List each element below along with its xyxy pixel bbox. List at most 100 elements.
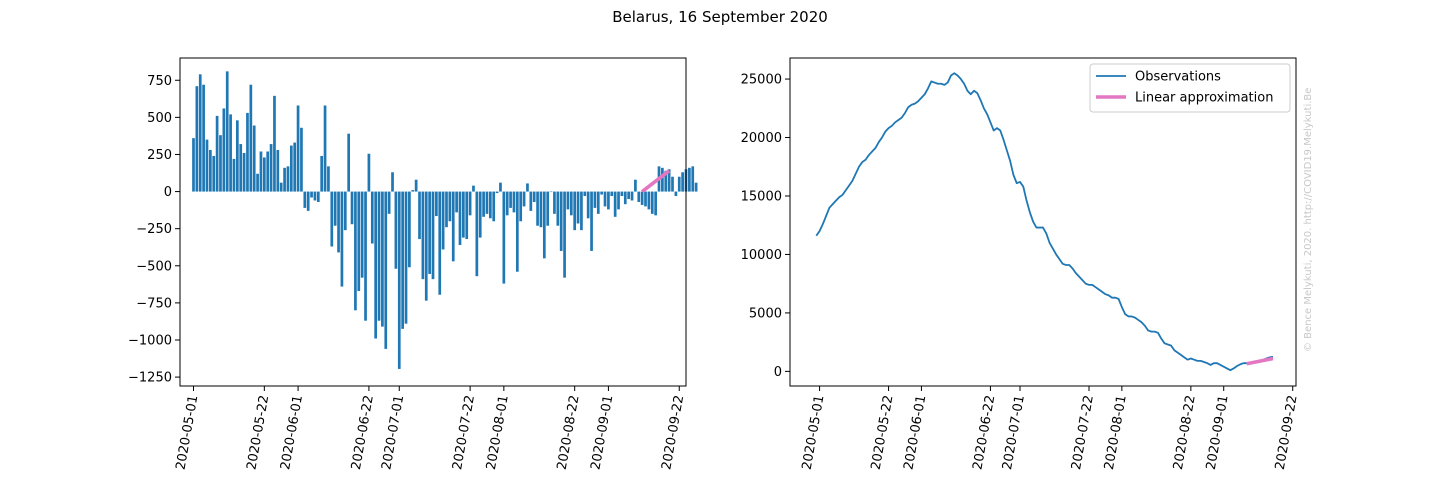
bar: [681, 172, 684, 192]
left-y-tick-label: 0: [164, 185, 172, 200]
bar: [252, 125, 256, 192]
bar: [391, 172, 394, 192]
bar: [522, 191, 526, 207]
bar: [343, 191, 347, 231]
left-y-tick-label: −1250: [128, 371, 172, 386]
bar: [279, 182, 283, 192]
bar: [323, 105, 327, 192]
legend-box: [1089, 63, 1291, 113]
linear-approximation-layer: [641, 169, 671, 194]
right-x-tick-label: 2020-08-22: [1171, 394, 1199, 471]
bar: [418, 191, 421, 240]
bar: [404, 191, 408, 324]
right-x-tick-label: 2020-05-01: [800, 394, 828, 471]
bar-series: [192, 71, 698, 369]
bar: [644, 191, 647, 207]
watermark-text: © Bence Melykuti, 2020. http://COVID19.M…: [1303, 88, 1314, 352]
bar: [347, 133, 351, 192]
bar: [623, 191, 627, 205]
left-x-axis: 2020-05-01 2020-05-22 2020-06-01 2020-06-22…: [174, 386, 687, 471]
bar: [316, 191, 320, 202]
bar: [354, 191, 357, 311]
bar: [526, 183, 529, 192]
bar: [259, 151, 263, 192]
bar: [337, 191, 340, 253]
bar: [499, 182, 502, 192]
bar: [603, 191, 607, 207]
legend: Observations Linear approximation: [1089, 63, 1291, 113]
bar: [482, 191, 485, 217]
bar: [529, 191, 533, 211]
bar: [630, 191, 634, 201]
bar: [381, 191, 384, 327]
left-y-tick-label: 500: [147, 111, 172, 126]
bar: [327, 166, 330, 192]
bar: [576, 191, 580, 224]
bar: [256, 173, 259, 192]
right-x-tick-label: 2020-09-01: [1204, 394, 1232, 471]
bar: [553, 191, 556, 214]
linear-approximation-line: [641, 169, 671, 194]
bar: [613, 191, 617, 217]
left-y-tick-label: 250: [147, 148, 172, 163]
left-x-tick-label: 2020-08-22: [555, 394, 583, 471]
bar: [370, 191, 374, 244]
right-y-tick-label: 0: [774, 365, 782, 380]
bar: [667, 169, 671, 192]
bar: [377, 191, 381, 321]
left-chart: 750 500 250 0 −250 −500 −750 −1000 −1250 2020-05…: [128, 57, 698, 471]
bar: [519, 191, 523, 222]
right-chart-frame: [789, 57, 1297, 387]
bar: [556, 191, 560, 226]
bar: [424, 191, 428, 301]
bar: [286, 166, 290, 192]
bar: [300, 127, 303, 192]
bar: [222, 108, 226, 192]
bar: [509, 191, 512, 208]
bar: [515, 191, 519, 272]
bar: [401, 191, 404, 329]
bar: [262, 157, 266, 192]
bar: [306, 191, 310, 211]
bar: [384, 191, 388, 349]
right-x-tick-label: 2020-09-22: [1273, 394, 1301, 471]
bar: [269, 144, 273, 192]
right-x-tick-label: 2020-07-01: [1000, 394, 1028, 471]
left-x-tick-label: 2020-08-01: [484, 394, 512, 471]
bar: [397, 191, 401, 369]
bar: [249, 84, 253, 192]
bar: [688, 167, 691, 192]
bar: [431, 191, 435, 280]
bar: [563, 191, 566, 278]
bar: [246, 112, 249, 192]
bar: [475, 191, 479, 277]
left-x-tick-label: 2020-05-22: [244, 394, 272, 471]
bar: [289, 145, 293, 192]
bar: [617, 191, 620, 210]
bar: [600, 191, 604, 195]
bar: [350, 191, 354, 225]
bar: [276, 150, 280, 192]
bar: [566, 191, 570, 210]
bar: [462, 191, 465, 238]
bar: [468, 191, 472, 216]
bar: [677, 176, 681, 192]
bar: [303, 191, 307, 208]
bar: [225, 71, 229, 192]
left-chart-frame: [179, 57, 687, 387]
right-x-tick-label: 2020-08-01: [1102, 394, 1130, 471]
bar: [195, 86, 199, 192]
bar: [559, 191, 563, 251]
left-x-tick-label: 2020-07-22: [450, 394, 478, 471]
bar: [394, 191, 398, 269]
bar: [691, 166, 695, 192]
bar: [465, 191, 469, 240]
left-x-tick-label: 2020-06-01: [278, 394, 306, 471]
bar: [495, 191, 499, 194]
right-y-tick-label: 5000: [749, 306, 782, 321]
bar: [239, 144, 243, 192]
bar: [583, 191, 587, 197]
bar: [637, 191, 641, 202]
bar: [333, 191, 337, 226]
bar: [219, 135, 222, 192]
